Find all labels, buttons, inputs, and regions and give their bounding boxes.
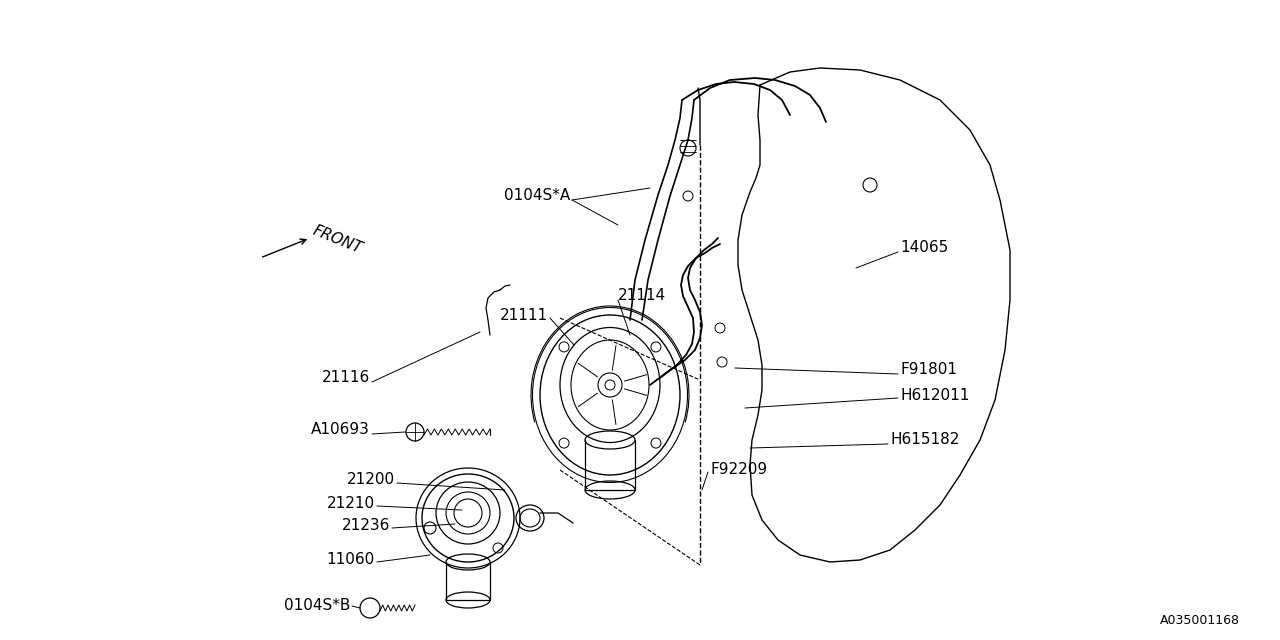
Text: H615182: H615182: [890, 433, 960, 447]
Text: 21210: 21210: [326, 495, 375, 511]
Text: 21111: 21111: [500, 307, 548, 323]
Text: F92209: F92209: [710, 463, 767, 477]
Text: A035001168: A035001168: [1160, 614, 1240, 627]
Text: 21200: 21200: [347, 472, 396, 488]
Text: 11060: 11060: [326, 552, 375, 568]
Text: FRONT: FRONT: [310, 223, 364, 257]
Text: 14065: 14065: [900, 241, 948, 255]
Text: 0104S*B: 0104S*B: [284, 598, 349, 612]
Text: A10693: A10693: [311, 422, 370, 438]
Text: 21116: 21116: [321, 371, 370, 385]
Text: 21114: 21114: [618, 287, 666, 303]
Text: H612011: H612011: [900, 387, 969, 403]
Text: 0104S*A: 0104S*A: [504, 188, 570, 202]
Text: 21236: 21236: [342, 518, 390, 532]
Text: F91801: F91801: [900, 362, 957, 378]
